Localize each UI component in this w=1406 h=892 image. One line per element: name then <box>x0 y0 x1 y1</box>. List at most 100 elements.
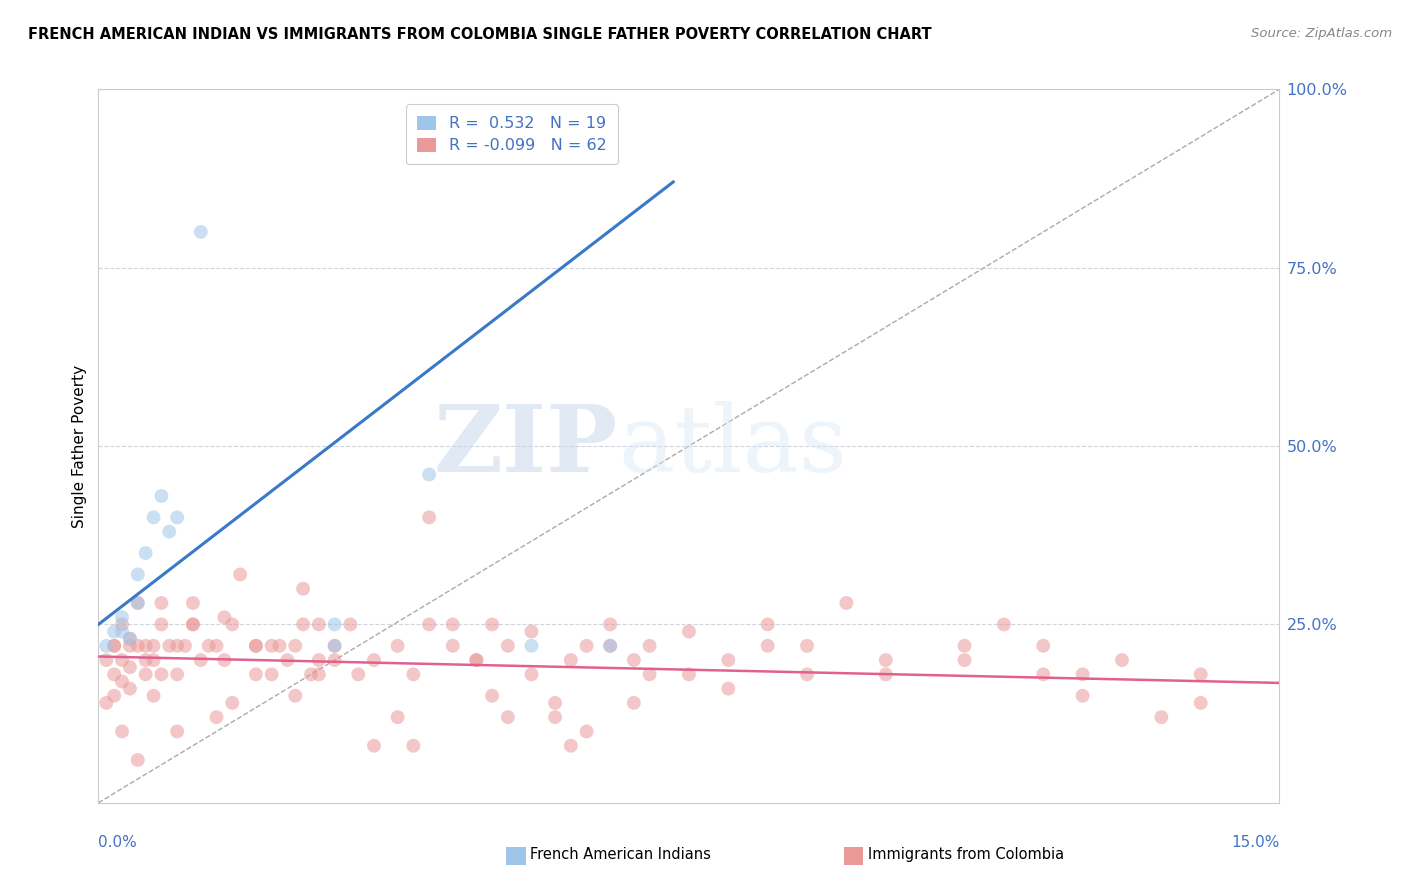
Point <box>135 639 157 653</box>
Point <box>157 639 180 653</box>
Point <box>387 639 409 653</box>
Point <box>260 667 283 681</box>
Point <box>229 567 252 582</box>
Point <box>756 617 779 632</box>
Point <box>1071 689 1094 703</box>
Point <box>481 689 503 703</box>
Point <box>150 617 173 632</box>
Point <box>308 617 330 632</box>
Point <box>276 653 298 667</box>
Point <box>544 696 567 710</box>
Point <box>1189 696 1212 710</box>
Point <box>150 667 173 681</box>
Point <box>118 660 141 674</box>
Point <box>623 653 645 667</box>
Text: FRENCH AMERICAN INDIAN VS IMMIGRANTS FROM COLOMBIA SINGLE FATHER POVERTY CORRELA: FRENCH AMERICAN INDIAN VS IMMIGRANTS FRO… <box>28 27 932 42</box>
Point <box>181 617 204 632</box>
Point <box>127 639 149 653</box>
Point <box>111 674 134 689</box>
Point <box>575 724 598 739</box>
Point <box>181 617 204 632</box>
Point <box>111 617 134 632</box>
Point <box>323 639 346 653</box>
Point <box>150 489 173 503</box>
Text: atlas: atlas <box>619 401 848 491</box>
Point <box>796 639 818 653</box>
Point <box>269 639 291 653</box>
Point <box>441 639 464 653</box>
Point <box>496 710 519 724</box>
Point <box>197 639 219 653</box>
Point <box>284 639 307 653</box>
Text: Source: ZipAtlas.com: Source: ZipAtlas.com <box>1251 27 1392 40</box>
Point <box>402 739 425 753</box>
Point <box>127 753 149 767</box>
Point <box>599 639 621 653</box>
Point <box>221 617 243 632</box>
Point <box>520 624 543 639</box>
Point <box>245 639 267 653</box>
Point <box>544 118 567 132</box>
Text: 15.0%: 15.0% <box>1232 836 1279 850</box>
Point <box>245 639 267 653</box>
Point <box>387 710 409 724</box>
Point <box>135 546 157 560</box>
Point <box>520 667 543 681</box>
Point <box>150 596 173 610</box>
Point <box>118 681 141 696</box>
Point <box>465 653 488 667</box>
Point <box>190 225 212 239</box>
Point <box>103 624 125 639</box>
Point <box>1071 667 1094 681</box>
Point <box>308 667 330 681</box>
Point <box>418 467 440 482</box>
Point <box>111 653 134 667</box>
Point <box>339 617 361 632</box>
Point <box>323 653 346 667</box>
Point <box>166 667 188 681</box>
Point <box>142 689 165 703</box>
Point <box>135 667 157 681</box>
Point <box>418 510 440 524</box>
Point <box>402 667 425 681</box>
Point <box>96 696 118 710</box>
Point <box>1032 639 1054 653</box>
Point <box>953 653 976 667</box>
Y-axis label: Single Father Poverty: Single Father Poverty <box>72 365 87 527</box>
Point <box>347 667 370 681</box>
Point <box>118 632 141 646</box>
Point <box>678 624 700 639</box>
Legend: R =  0.532   N = 19, R = -0.099   N = 62: R = 0.532 N = 19, R = -0.099 N = 62 <box>406 104 617 164</box>
Point <box>599 617 621 632</box>
Point <box>441 617 464 632</box>
Point <box>575 639 598 653</box>
Point <box>127 596 149 610</box>
Point <box>103 689 125 703</box>
Point <box>875 667 897 681</box>
Point <box>103 667 125 681</box>
Point <box>118 632 141 646</box>
Point <box>1032 667 1054 681</box>
Point <box>993 617 1015 632</box>
Point <box>363 739 385 753</box>
Point <box>103 639 125 653</box>
Point <box>308 653 330 667</box>
Point <box>953 639 976 653</box>
Point <box>205 710 228 724</box>
Point <box>520 639 543 653</box>
Point <box>135 653 157 667</box>
Point <box>560 739 582 753</box>
Point <box>875 653 897 667</box>
Point <box>638 639 661 653</box>
Point <box>221 696 243 710</box>
Point <box>142 510 165 524</box>
Point <box>260 639 283 653</box>
Point <box>292 617 315 632</box>
Point <box>1111 653 1133 667</box>
Point <box>142 653 165 667</box>
Point <box>103 639 125 653</box>
Point <box>717 681 740 696</box>
Point <box>599 639 621 653</box>
Text: Immigrants from Colombia: Immigrants from Colombia <box>868 847 1063 862</box>
Point <box>363 653 385 667</box>
